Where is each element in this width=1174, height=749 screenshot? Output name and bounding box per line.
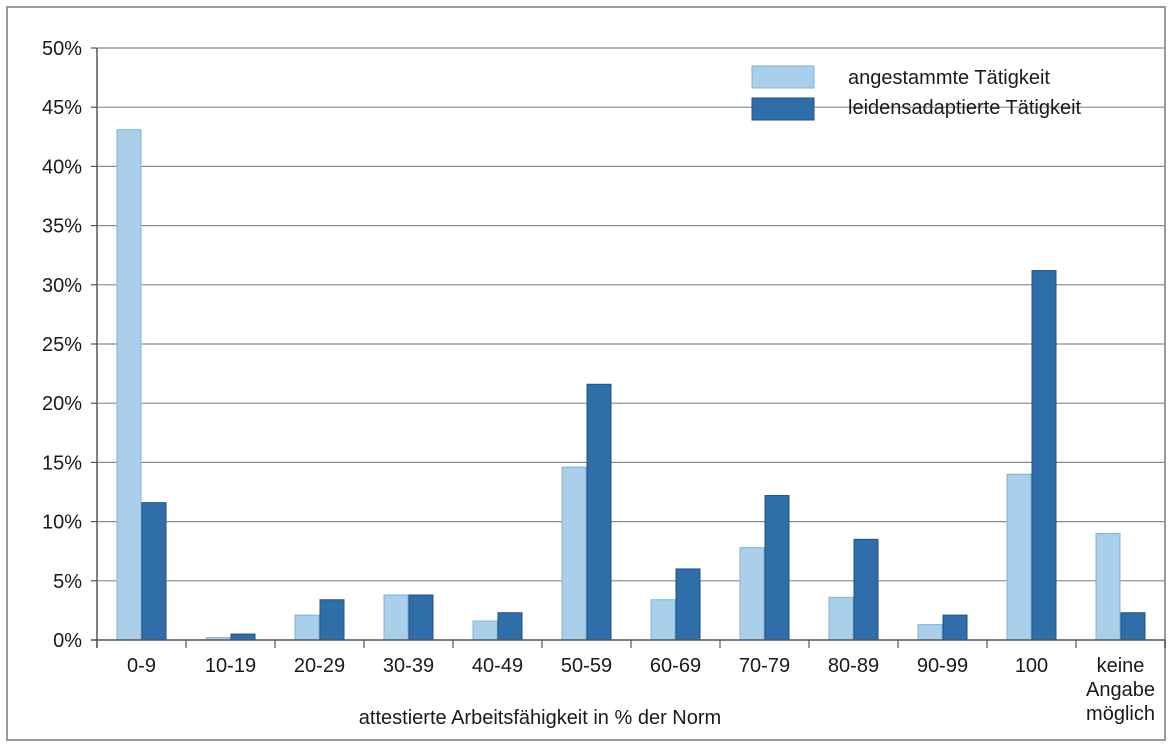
axes (91, 47, 1166, 648)
x-tick-label: 10-19 (205, 655, 256, 677)
bar-angestammte (116, 129, 142, 641)
bar-angestammte (294, 614, 320, 641)
x-tick-label: 0-9 (127, 655, 156, 677)
bar-leidensadaptierte (586, 383, 612, 641)
bar-leidensadaptierte (497, 612, 523, 641)
x-axis-label: attestierte Arbeitsfähigkeit in % der No… (359, 707, 721, 729)
y-tick-label: 10% (42, 512, 82, 534)
y-tick-label: 30% (42, 275, 82, 297)
bar-leidensadaptierte (230, 633, 256, 641)
bar-angestammte (383, 594, 409, 641)
bar-angestammte (561, 466, 587, 641)
bar-angestammte (1095, 532, 1121, 641)
legend-swatch-angestammte (751, 65, 815, 89)
y-tick-label: 35% (42, 216, 82, 238)
bar-angestammte (1006, 473, 1032, 641)
y-tick-label: 50% (42, 38, 82, 60)
y-tick-label: 5% (53, 571, 82, 593)
y-tick-label: 0% (53, 630, 82, 652)
x-axis-ticks: 0-9 10-19 20-29 30-39 40-49 50-59 60-69 70-79 80… (127, 655, 1155, 725)
bar-angestammte (739, 547, 765, 641)
x-tick-label: 30-39 (383, 655, 434, 677)
y-tick-label: 25% (42, 334, 82, 356)
bar-angestammte (917, 624, 943, 641)
legend-label-angestammte: angestammte Tätigkeit (848, 67, 1050, 89)
x-tick-label: 40-49 (472, 655, 523, 677)
bar-angestammte (828, 596, 854, 641)
bar-angestammte (650, 599, 676, 641)
bar-angestammte (472, 620, 498, 641)
bars (116, 129, 1146, 641)
bar-leidensadaptierte (319, 599, 345, 641)
x-tick-label: 100 (1015, 655, 1048, 677)
bar-leidensadaptierte (408, 594, 434, 641)
bar-leidensadaptierte (1031, 270, 1057, 641)
bar-leidensadaptierte (853, 538, 879, 641)
bar-leidensadaptierte (675, 568, 701, 641)
x-tick-label: 80-89 (828, 655, 879, 677)
bar-leidensadaptierte (1120, 612, 1146, 641)
x-tick-label: 90-99 (917, 655, 968, 677)
legend-swatch-leidensadaptierte (751, 97, 815, 121)
gridlines (97, 47, 1165, 582)
bar-leidensadaptierte (764, 495, 790, 641)
y-tick-label: 15% (42, 452, 82, 474)
x-tick-label: 20-29 (294, 655, 345, 677)
x-tick-label: 50-59 (561, 655, 612, 677)
bar-leidensadaptierte (942, 614, 968, 641)
x-tick-label: 70-79 (739, 655, 790, 677)
y-tick-label: 40% (42, 156, 82, 178)
y-tick-label: 20% (42, 393, 82, 415)
x-tick-label: keine Angabe möglich (1086, 655, 1155, 725)
x-tick-label: 60-69 (650, 655, 701, 677)
y-tick-label: 45% (42, 97, 82, 119)
legend-label-leidensadaptierte: leidensadaptierte Tätigkeit (848, 97, 1082, 119)
bar-leidensadaptierte (141, 502, 167, 641)
legend: angestammte Tätigkeit leidensadaptierte … (751, 65, 1082, 121)
y-axis-ticks: 0% 5% 10% 15% 20% 25% 30% 35% 40% 45% 50% (42, 38, 82, 652)
